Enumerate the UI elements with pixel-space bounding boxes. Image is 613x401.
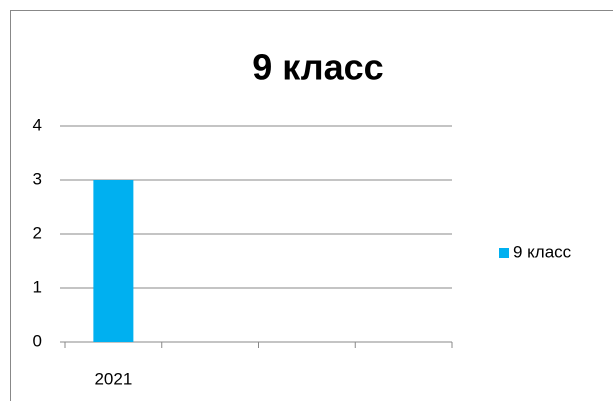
y-tick-label: 2 bbox=[33, 223, 42, 242]
bar bbox=[93, 180, 134, 342]
y-tick-label: 0 bbox=[33, 331, 42, 350]
legend-label: 9 класс bbox=[513, 242, 572, 261]
y-tick-label: 4 bbox=[33, 115, 42, 134]
legend-swatch bbox=[499, 248, 509, 258]
x-tick-label: 2021 bbox=[94, 369, 132, 388]
chart-title: 9 класс bbox=[252, 47, 383, 88]
y-tick-label: 3 bbox=[33, 169, 42, 188]
y-tick-label: 1 bbox=[33, 277, 42, 296]
